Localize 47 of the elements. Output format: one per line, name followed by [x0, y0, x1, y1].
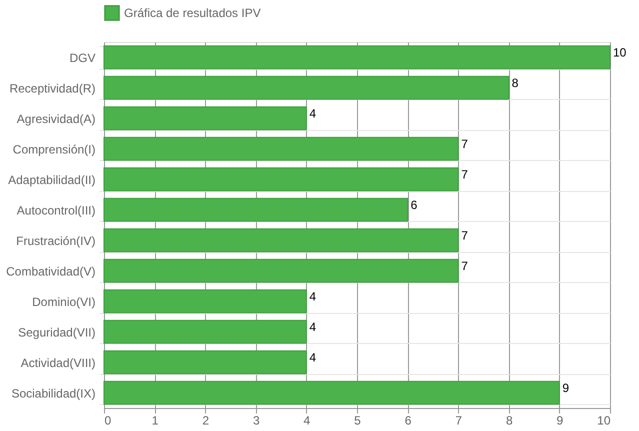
- bar: [104, 289, 307, 314]
- y-tick-label: Receptividad(R): [9, 81, 96, 96]
- x-tick-label: 9: [556, 414, 564, 428]
- y-tick-label: Comprensión(I): [12, 142, 96, 156]
- data-label: 4: [309, 106, 316, 120]
- x-tick-label: 2: [202, 414, 210, 428]
- data-label: 10: [613, 45, 627, 60]
- bar: [104, 320, 307, 344]
- x-tick-label: 8: [506, 414, 513, 428]
- x-tick-label: 7: [455, 414, 462, 428]
- y-tick-label: Agresividad(A): [16, 112, 96, 126]
- data-label: 4: [309, 350, 316, 364]
- data-label: 4: [309, 320, 316, 334]
- legend-label: Gráfica de resultados IPV: [124, 6, 261, 20]
- y-tick-label: Autocontrol(III): [16, 203, 96, 218]
- x-tick-label: 1: [152, 414, 159, 428]
- y-tick-label: DGV: [69, 50, 96, 65]
- data-label: 9: [562, 380, 570, 395]
- x-tick-label: 0: [104, 414, 112, 428]
- x-tick-label: 5: [354, 414, 362, 428]
- y-tick-label: Dominio(VI): [32, 294, 96, 309]
- y-tick-label: Adaptabilidad(II): [8, 172, 96, 187]
- data-label: 7: [461, 228, 468, 242]
- bar: [104, 198, 408, 222]
- data-label: 7: [461, 167, 468, 182]
- bar: [104, 76, 510, 100]
- x-tick-label: 3: [252, 414, 260, 428]
- x-tick-label: 10: [597, 414, 611, 428]
- data-label: 7: [461, 136, 468, 151]
- y-tick-label: Combatividad(V): [6, 264, 96, 278]
- bar: [104, 228, 459, 252]
- y-tick-label: Sociabilidad(IX): [11, 386, 96, 400]
- y-tick-label: Frustración(IV): [16, 234, 96, 248]
- data-label: 4: [309, 289, 316, 304]
- data-label: 6: [410, 198, 418, 212]
- y-tick-label: Seguridad(VII): [18, 325, 96, 340]
- y-tick-label: Actividad(VIII): [20, 356, 96, 370]
- x-tick-label: 6: [404, 414, 412, 428]
- data-label: 7: [461, 258, 468, 273]
- bar: [104, 106, 307, 130]
- bar: [104, 380, 560, 405]
- bar: [104, 350, 307, 374]
- bar: [104, 136, 459, 161]
- data-label: 8: [512, 76, 519, 90]
- bar: [104, 167, 459, 192]
- x-tick-label: 4: [304, 414, 311, 428]
- bar: [104, 258, 459, 283]
